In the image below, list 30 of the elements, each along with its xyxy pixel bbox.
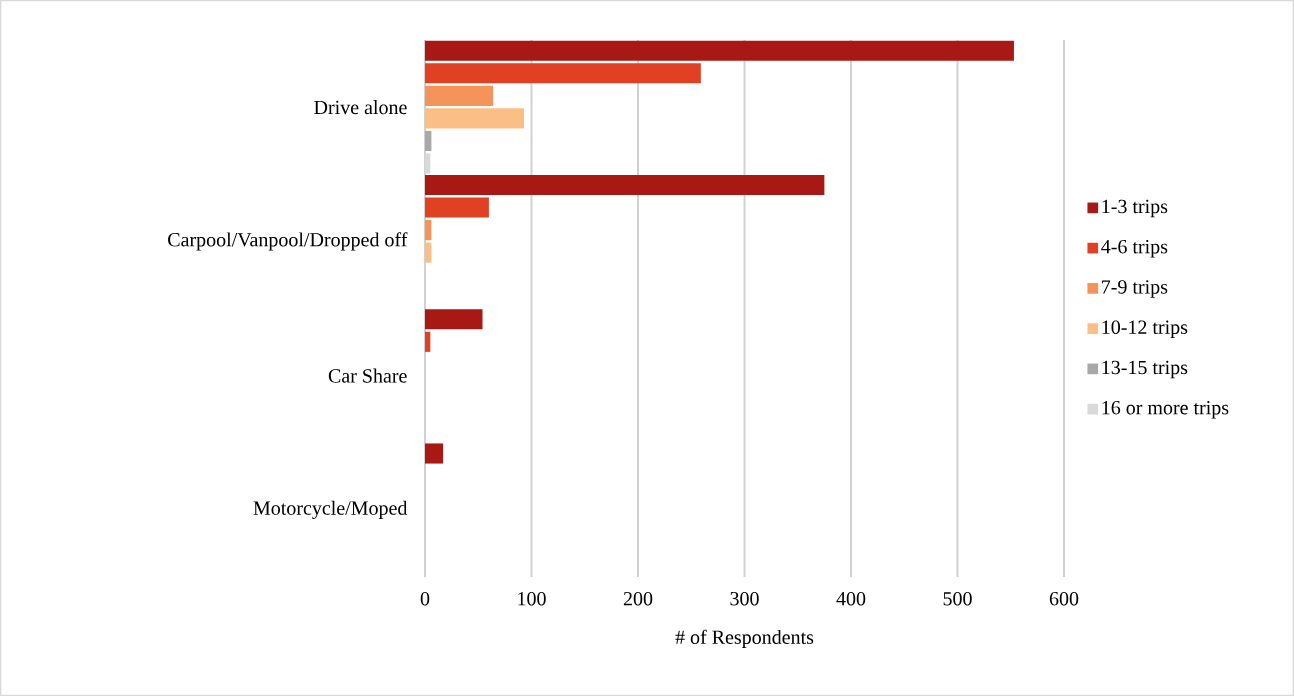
bar [425,40,1014,61]
bar [425,85,494,106]
bar [425,63,701,84]
x-tick-label: 200 [623,591,653,606]
bar [425,130,432,152]
y-tick-label: Motorcycle/Moped [253,500,408,519]
bar [425,242,432,263]
legend-label: 16 or more trips [1102,401,1229,419]
legend-label: 10-12 trips [1102,320,1188,339]
x-tick-label: 400 [836,591,866,606]
bar [425,331,431,352]
bar [425,220,432,241]
legend-label: 7-9 trips [1102,280,1168,298]
y-tick-label: Carpool/Vanpool/Dropped off [168,232,408,251]
bar [425,197,489,218]
x-tick-label: 300 [730,591,759,606]
bar [425,174,825,196]
y-tick-label: Drive alone [314,100,407,115]
bar [425,309,483,330]
x-tick-label: 0 [420,591,430,606]
x-tick-label: 500 [943,591,972,606]
legend-label: 1-3 trips [1102,199,1168,218]
bar [425,108,525,129]
x-axis-title: # of Respondents [675,629,814,649]
legend-label: 4-6 trips [1101,240,1168,258]
legend-label: 13-15 trips [1102,360,1188,379]
x-tick-label: 600 [1049,591,1079,606]
y-tick-label: Car Share [328,368,407,383]
bar [425,443,444,464]
x-tick-label: 100 [518,591,546,606]
